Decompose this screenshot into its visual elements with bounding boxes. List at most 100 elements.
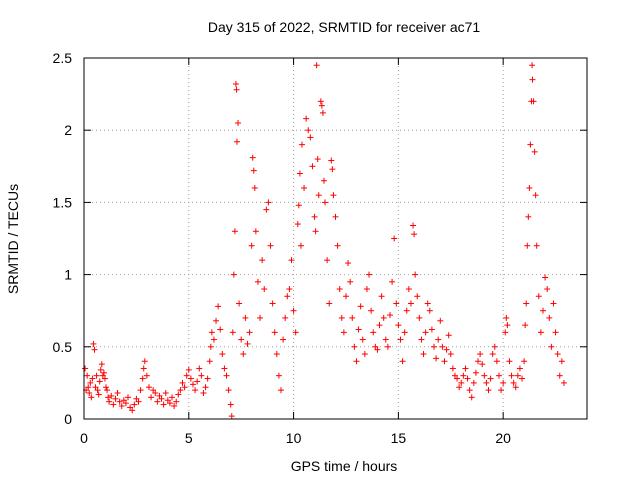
data-point (254, 278, 261, 285)
data-point (332, 213, 339, 220)
data-point (552, 329, 559, 336)
data-point (328, 157, 335, 164)
data-point (403, 307, 410, 314)
data-point (532, 192, 539, 199)
grid-lines (84, 58, 587, 419)
data-point (556, 372, 563, 379)
data-point (116, 398, 123, 405)
data-point (460, 372, 467, 379)
data-point (231, 228, 238, 235)
data-point (533, 242, 540, 249)
data-point (554, 351, 561, 358)
x-tick-label: 20 (495, 430, 511, 446)
data-point (232, 80, 239, 87)
data-point (280, 336, 287, 343)
data-point (342, 293, 349, 300)
data-point (101, 375, 108, 382)
data-point (148, 394, 155, 401)
data-point (125, 394, 132, 401)
data-point (185, 366, 192, 373)
data-point (294, 221, 301, 228)
data-point (108, 392, 115, 399)
data-point (88, 394, 95, 401)
data-point (418, 336, 425, 343)
data-point (330, 192, 337, 199)
data-point (468, 394, 475, 401)
y-tick-label: 1 (64, 267, 72, 283)
data-point (181, 384, 188, 391)
data-point (529, 62, 536, 69)
data-point (514, 372, 521, 379)
data-point (548, 343, 555, 350)
data-point (456, 384, 463, 391)
data-point (171, 403, 178, 410)
data-point (510, 379, 517, 386)
data-point (420, 351, 427, 358)
data-point (183, 372, 190, 379)
data-point (311, 213, 318, 220)
data-point (192, 387, 199, 394)
data-point (100, 369, 107, 376)
data-point (105, 394, 112, 401)
data-point (320, 177, 327, 184)
data-point (86, 390, 93, 397)
data-point (252, 228, 259, 235)
data-point (445, 332, 452, 339)
data-point (504, 322, 511, 329)
data-point (90, 340, 97, 347)
data-point (411, 231, 418, 238)
data-point (282, 314, 289, 321)
data-point (143, 372, 150, 379)
data-point (141, 358, 148, 365)
data-point (491, 343, 498, 350)
data-point (363, 286, 370, 293)
data-point (135, 398, 142, 405)
data-point (397, 336, 404, 343)
data-point (481, 372, 488, 379)
x-tick-label: 10 (286, 430, 302, 446)
data-point (529, 76, 536, 83)
data-point (94, 387, 101, 394)
data-point (110, 401, 117, 408)
data-point (210, 336, 217, 343)
data-point (122, 400, 129, 407)
data-point (443, 346, 450, 353)
data-point (489, 351, 496, 358)
data-point (378, 293, 385, 300)
data-point (298, 141, 305, 148)
data-point (233, 138, 240, 145)
data-point (194, 378, 201, 385)
data-point (437, 317, 444, 324)
data-point (240, 351, 247, 358)
data-point (351, 343, 358, 350)
data-point (407, 300, 414, 307)
data-point (89, 375, 96, 382)
data-point (506, 358, 513, 365)
data-point (542, 274, 549, 281)
data-point (229, 329, 236, 336)
data-point (208, 329, 215, 336)
data-point (206, 358, 213, 365)
data-point (307, 134, 314, 141)
data-point (98, 361, 105, 368)
data-point (160, 401, 167, 408)
data-point (391, 235, 398, 242)
data-point (286, 286, 293, 293)
data-point (106, 398, 113, 405)
data-point (202, 384, 209, 391)
axis-ticks (83, 57, 587, 420)
data-point (500, 379, 507, 386)
data-point (221, 365, 228, 372)
data-point (355, 326, 362, 333)
data-point (309, 163, 316, 170)
tick-labels: 0 5 10 15 20 0 0.5 1 1.5 2 2.5 (53, 50, 512, 446)
data-point (312, 228, 319, 235)
data-point (278, 387, 285, 394)
data-point (131, 401, 138, 408)
data-point (558, 358, 565, 365)
data-point (112, 395, 119, 402)
data-point (82, 365, 89, 372)
data-point (250, 167, 257, 174)
data-point (512, 384, 519, 391)
data-point (152, 390, 159, 397)
